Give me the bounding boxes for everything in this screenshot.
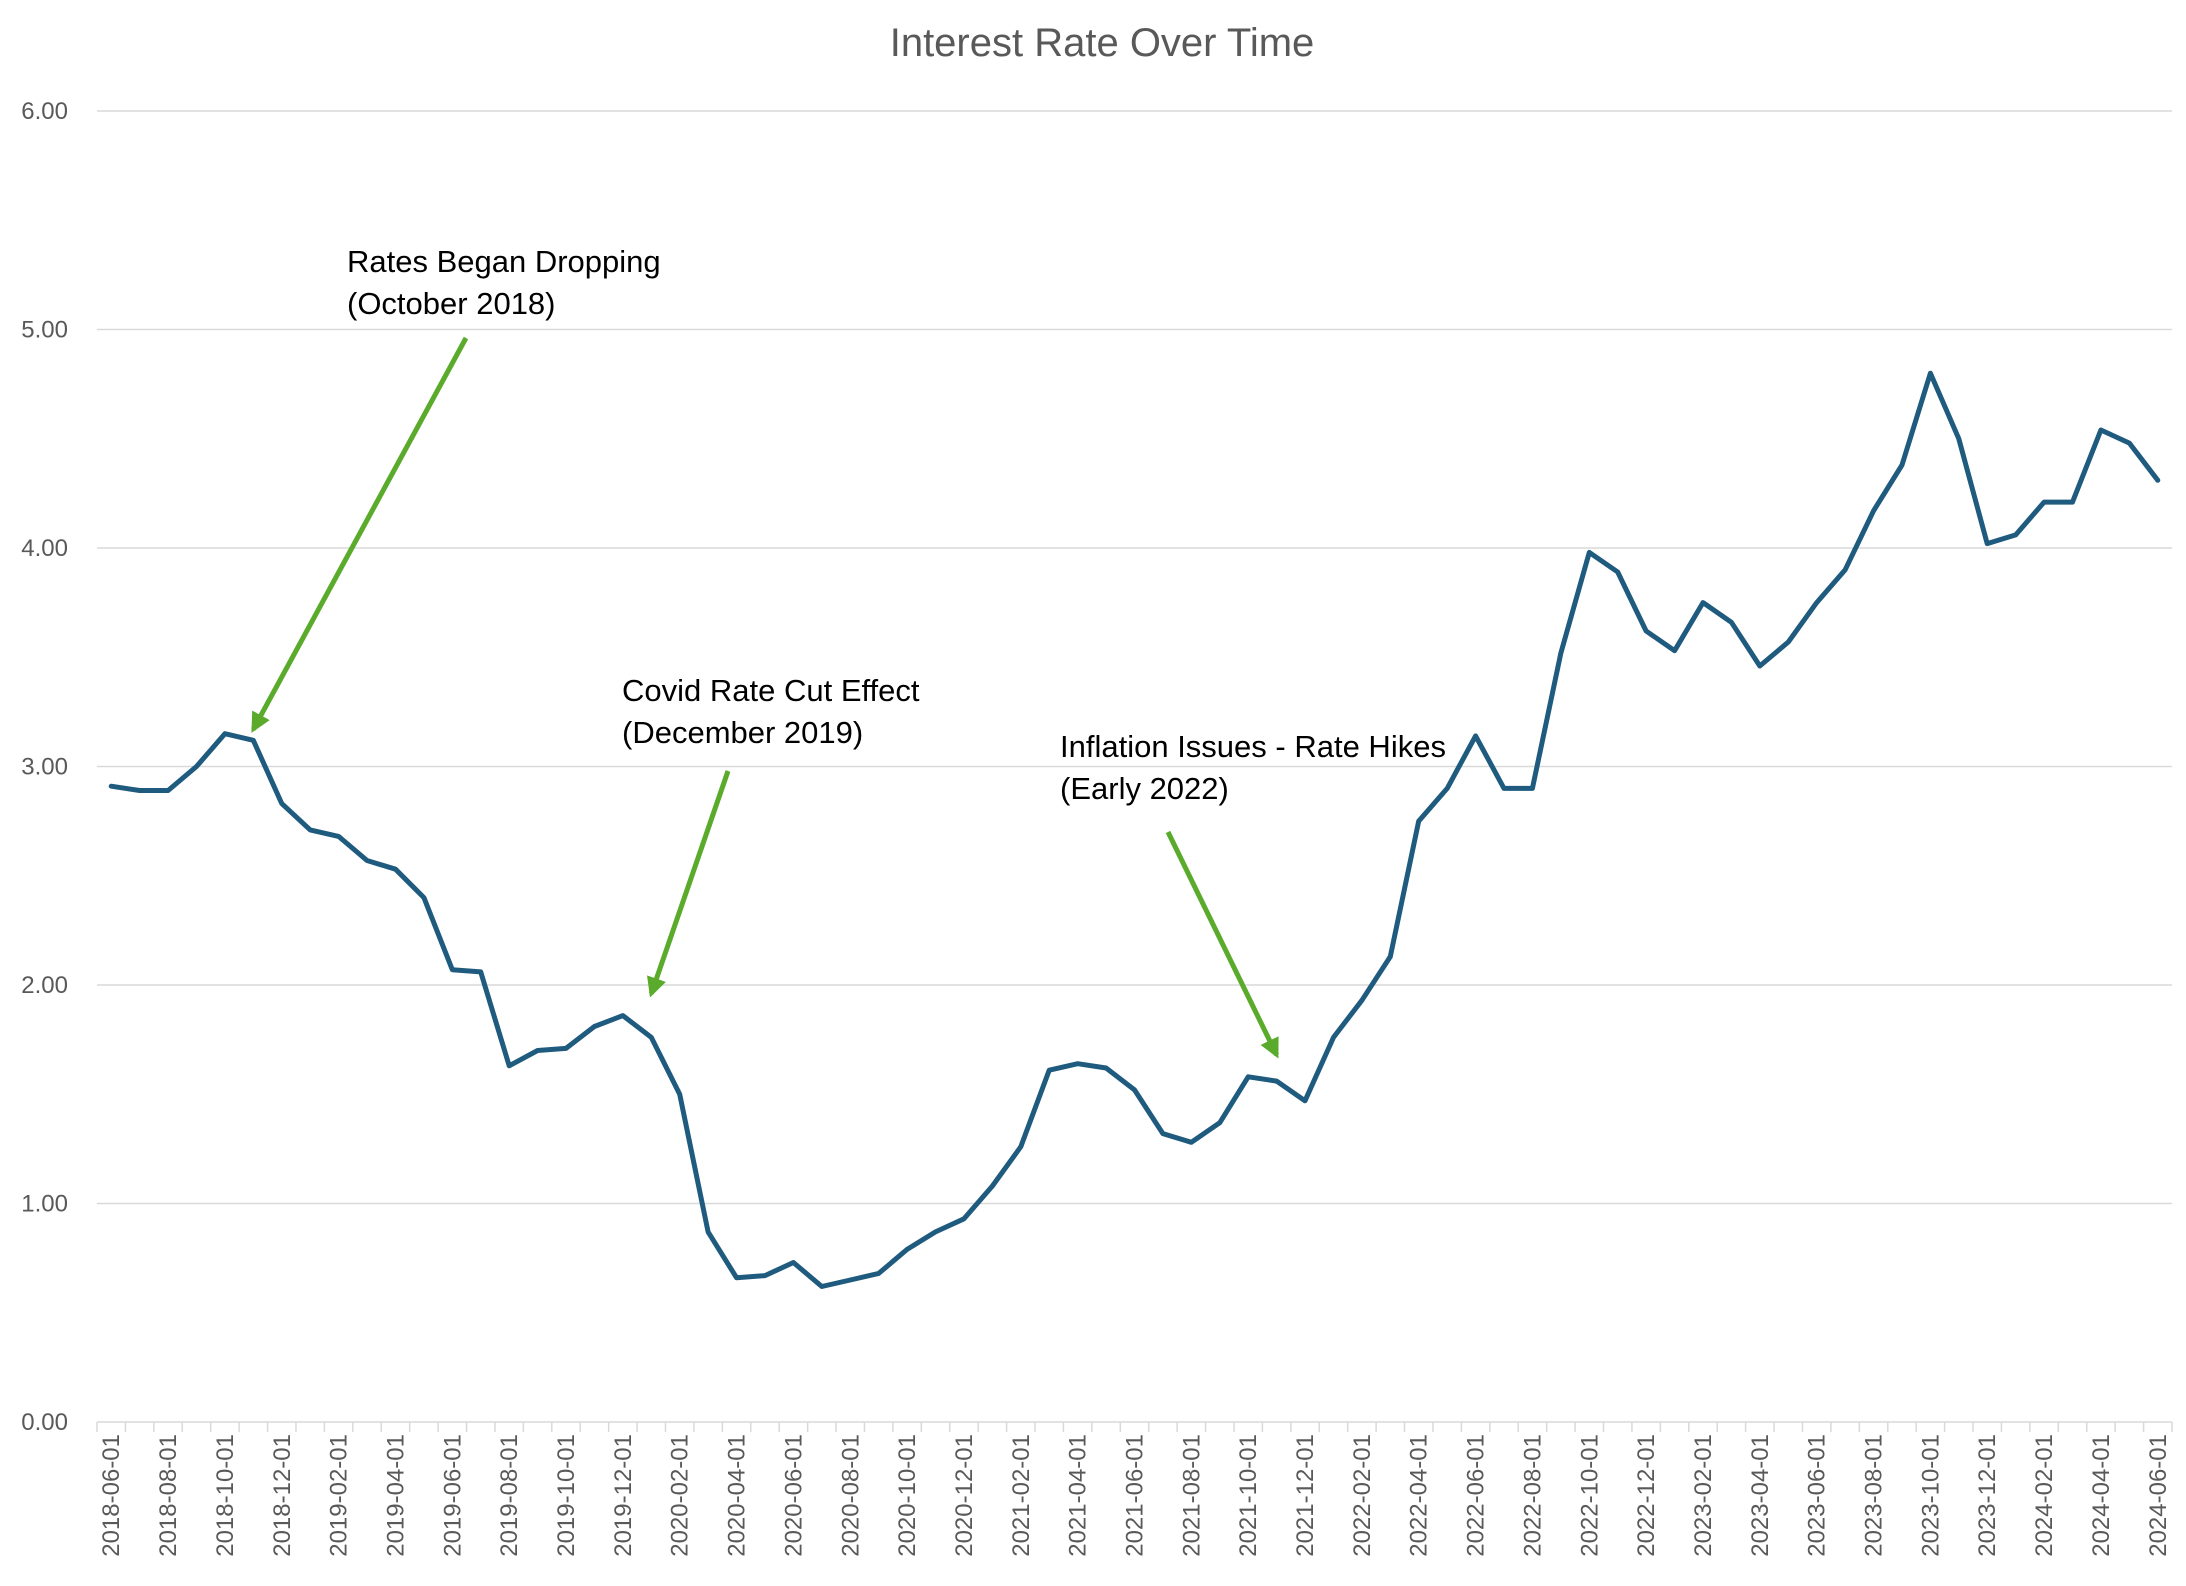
x-tick-label: 2018-10-01 xyxy=(212,1434,239,1557)
x-tick-label: 2020-02-01 xyxy=(667,1434,694,1557)
x-tick-label: 2021-10-01 xyxy=(1235,1434,1262,1557)
annotation-arrow xyxy=(1165,830,1279,1059)
y-tick-label: 0.00 xyxy=(21,1409,68,1436)
annotation-text: Inflation Issues - Rate Hikes xyxy=(1060,729,1446,764)
x-tick-label: 2024-04-01 xyxy=(2088,1434,2115,1557)
x-tick-label: 2019-06-01 xyxy=(439,1434,466,1557)
y-axis: 0.00 1.00 2.00 3.00 4.00 5.00 6.00 xyxy=(21,98,68,1436)
annotation-text: Rates Began Dropping xyxy=(347,244,661,279)
x-tick-label: 2023-06-01 xyxy=(1804,1434,1831,1557)
annotation: Rates Began Dropping (October 2018) xyxy=(251,244,661,733)
x-tick-label: 2020-10-01 xyxy=(894,1434,921,1557)
x-tick-label: 2022-08-01 xyxy=(1519,1434,1546,1557)
x-tick-label: 2024-06-01 xyxy=(2145,1434,2172,1557)
y-tick-label: 4.00 xyxy=(21,535,68,562)
x-tick-label: 2023-10-01 xyxy=(1917,1434,1944,1557)
x-tick-label: 2022-10-01 xyxy=(1576,1434,1603,1557)
y-tick-label: 3.00 xyxy=(21,754,68,781)
annotations: Rates Began Dropping (October 2018) Covid … xyxy=(251,244,1446,1059)
gridlines xyxy=(97,110,2172,1205)
annotation-text: (December 2019) xyxy=(622,715,863,750)
x-axis: 2018-06-01 2018-08-01 2018-10-01 2018-12-01… xyxy=(96,1421,2173,1557)
x-tick-label: 2019-02-01 xyxy=(326,1434,353,1557)
x-tick-label: 2022-06-01 xyxy=(1463,1434,1490,1557)
annotation-text: (Early 2022) xyxy=(1060,771,1229,806)
x-tick-label: 2019-04-01 xyxy=(382,1434,409,1557)
annotation-arrow xyxy=(647,770,731,998)
x-tick-label: 2019-08-01 xyxy=(496,1434,523,1557)
annotation-text: Covid Rate Cut Effect xyxy=(622,673,920,708)
annotation-text: (October 2018) xyxy=(347,286,556,321)
x-tick-label: 2019-10-01 xyxy=(553,1434,580,1557)
y-tick-label: 6.00 xyxy=(21,98,68,125)
x-tick-label: 2024-02-01 xyxy=(2031,1434,2058,1557)
x-tick-label: 2018-12-01 xyxy=(269,1434,296,1557)
y-tick-label: 5.00 xyxy=(21,317,68,344)
series-line xyxy=(108,370,2161,1289)
x-tick-label: 2023-02-01 xyxy=(1690,1434,1717,1557)
x-tick-label: 2022-02-01 xyxy=(1349,1434,1376,1557)
x-tick-label: 2021-08-01 xyxy=(1178,1434,1205,1557)
annotation: Covid Rate Cut Effect (December 2019) xyxy=(622,673,920,998)
x-tick-label: 2020-12-01 xyxy=(951,1434,978,1557)
x-tick-label: 2021-04-01 xyxy=(1065,1434,1092,1557)
x-tick-label: 2023-08-01 xyxy=(1861,1434,1888,1557)
x-tick-label: 2018-06-01 xyxy=(98,1434,125,1557)
x-tick-label: 2022-12-01 xyxy=(1633,1434,1660,1557)
y-tick-label: 2.00 xyxy=(21,972,68,999)
x-tick-label: 2023-04-01 xyxy=(1747,1434,1774,1557)
x-tick-label: 2022-04-01 xyxy=(1406,1434,1433,1557)
x-tick-label: 2020-08-01 xyxy=(837,1434,864,1557)
x-tick-label: 2019-12-01 xyxy=(610,1434,637,1557)
x-tick-label: 2020-06-01 xyxy=(780,1434,807,1557)
x-tick-label: 2021-02-01 xyxy=(1008,1434,1035,1557)
x-tick-label: 2018-08-01 xyxy=(155,1434,182,1557)
x-tick-label: 2023-12-01 xyxy=(1974,1434,2001,1557)
chart-title: Interest Rate Over Time xyxy=(890,21,1315,65)
x-tick-label: 2020-04-01 xyxy=(724,1434,751,1557)
x-tick-label: 2021-06-01 xyxy=(1122,1434,1149,1557)
series-layer xyxy=(108,370,2161,1289)
annotation: Inflation Issues - Rate Hikes (Early 2022… xyxy=(1060,729,1446,1059)
annotation-arrow xyxy=(251,336,469,733)
y-tick-label: 1.00 xyxy=(21,1191,68,1218)
x-tick-label: 2021-12-01 xyxy=(1292,1434,1319,1557)
